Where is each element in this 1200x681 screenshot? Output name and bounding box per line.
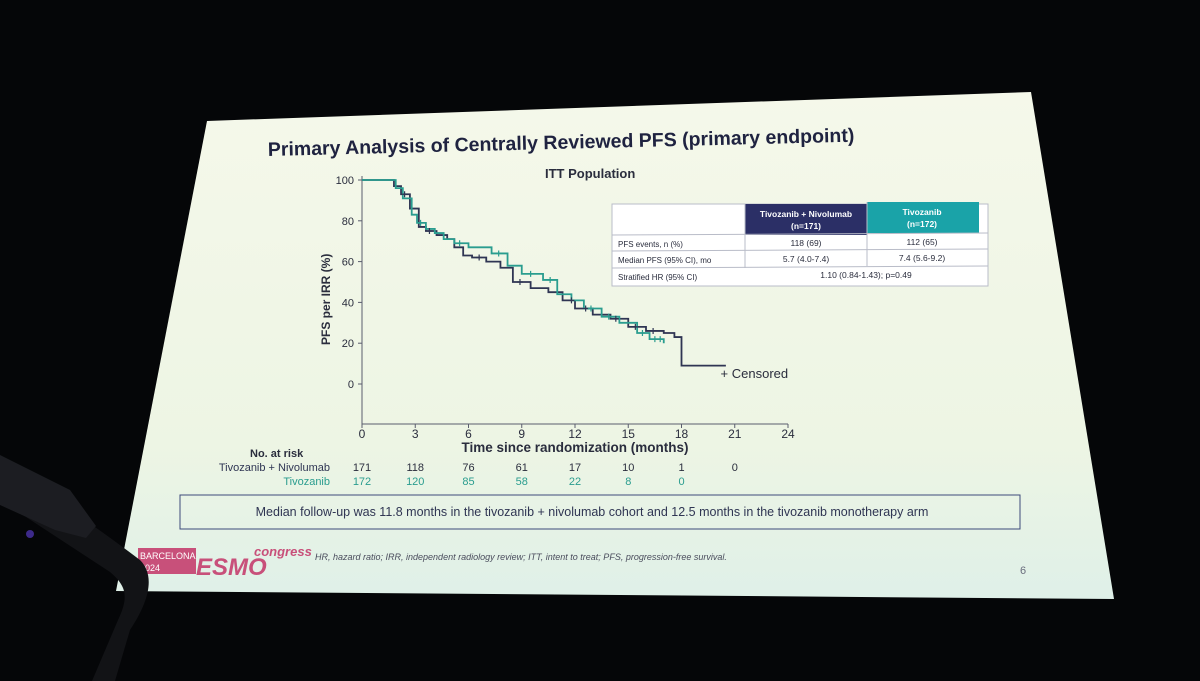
- censor-mark: [426, 228, 433, 234]
- logo-year: 2024: [140, 563, 160, 573]
- footnote: HR, hazard ratio; IRR, independent radio…: [315, 552, 727, 562]
- y-tick-label: 100: [336, 175, 354, 187]
- x-tick-label: 3: [412, 427, 419, 441]
- risk-table: No. at risk Tivozanib + Nivolumab Tivoza…: [219, 448, 738, 488]
- censor-mark: [417, 219, 424, 226]
- censored-legend: + Censored: [721, 366, 789, 381]
- risk-value: 61: [516, 462, 528, 474]
- summary-table: Tivozanib + Nivolumab (n=171) Tivozanib …: [611, 202, 989, 287]
- y-tick-label: 40: [342, 297, 354, 309]
- risk-value: 10: [622, 462, 634, 474]
- censor-mark: [657, 336, 664, 343]
- mic-stand: [0, 470, 149, 681]
- risk-row-label-mono: Tivozanib: [283, 476, 330, 488]
- summary-row-label: Stratified HR (95% CI): [618, 273, 697, 282]
- censor-mark: [632, 323, 639, 330]
- logo-city-block: [138, 548, 196, 574]
- risk-value: 17: [569, 462, 581, 474]
- summary-col2-n: (n=172): [907, 219, 937, 229]
- summary-row-value: 5.7 (4.0-7.4): [783, 254, 829, 264]
- microphone: [0, 455, 149, 681]
- y-tick-label: 60: [342, 257, 354, 269]
- censor-mark: [456, 240, 463, 247]
- x-tick-label: 24: [781, 427, 795, 441]
- risk-value: 172: [353, 476, 371, 488]
- risk-value: 58: [516, 476, 528, 488]
- censor-mark: [651, 336, 658, 343]
- x-tick-label: 9: [518, 427, 525, 441]
- esmo-logo: BARCELONA 2024 ESMO congress: [138, 544, 312, 581]
- x-axis-label: Time since randomization (months): [461, 440, 688, 455]
- summary-col2-name: Tivozanib: [902, 207, 941, 217]
- risk-value: 76: [462, 462, 474, 474]
- logo-city: BARCELONA: [140, 551, 196, 561]
- summary-col1-n: (n=171): [791, 221, 821, 231]
- censor-mark: [476, 254, 483, 261]
- y-axis-label: PFS per IRR (%): [319, 254, 333, 345]
- censor-mark: [547, 276, 554, 283]
- risk-value: 8: [625, 476, 631, 488]
- censor-mark: [495, 250, 502, 257]
- risk-table-header: No. at risk: [250, 448, 304, 460]
- summary-row-value: 118 (69): [790, 238, 821, 248]
- summary-header-combo: [745, 204, 867, 235]
- summary-row-value: 112 (65): [906, 237, 937, 247]
- summary-row-label: Median PFS (95% CI), mo: [618, 256, 712, 265]
- summary-divider: [611, 248, 989, 252]
- censor-mark: [587, 305, 594, 312]
- follow-up-text: Median follow-up was 11.8 months in the …: [256, 505, 929, 519]
- x-tick-label: 12: [568, 427, 582, 441]
- mic-light: [26, 530, 34, 538]
- logo-suffix: congress: [254, 544, 312, 559]
- risk-value: 0: [678, 476, 684, 488]
- y-tick-label: 0: [348, 379, 354, 391]
- mic-head: [0, 455, 96, 538]
- risk-value: 120: [406, 476, 424, 488]
- summary-divider: [611, 265, 989, 269]
- censor-mark: [527, 270, 534, 277]
- summary-col1-name: Tivozanib + Nivolumab: [760, 209, 852, 219]
- x-tick-label: 21: [728, 427, 742, 441]
- y-tick-label: 20: [342, 338, 354, 350]
- chart-subtitle: ITT Population: [545, 166, 635, 181]
- censor-mark: [582, 305, 589, 312]
- x-tick-label: 0: [359, 427, 366, 441]
- page-number: 6: [1020, 565, 1026, 577]
- censor-mark: [605, 313, 612, 320]
- risk-value: 85: [462, 476, 474, 488]
- follow-up-banner: [179, 494, 1021, 530]
- censor-mark: [650, 327, 657, 334]
- km-plot: 0 20 40 60 80 100 0 3 6 9 12 15 18 21 24 Time since ran…: [336, 175, 795, 455]
- censor-mark: [568, 297, 575, 304]
- censor-mark: [612, 315, 619, 322]
- censor-mark: [639, 330, 646, 336]
- summary-row-value: 1.10 (0.84-1.43); p=0.49: [820, 270, 912, 280]
- censor-mark: [401, 191, 408, 198]
- y-tick-label: 80: [342, 216, 354, 228]
- summary-header-mono: [867, 202, 979, 233]
- risk-value: 1: [678, 462, 684, 474]
- summary-row-value: 7.4 (5.6-9.2): [899, 253, 945, 263]
- risk-row-label-combo: Tivozanib + Nivolumab: [219, 462, 330, 474]
- risk-value: 0: [732, 462, 738, 474]
- x-tick-label: 18: [675, 427, 689, 441]
- risk-value: 22: [569, 476, 581, 488]
- risk-value: 171: [353, 462, 371, 474]
- summary-row-label: PFS events, n (%): [618, 240, 683, 249]
- risk-value: 118: [406, 462, 424, 474]
- logo-brand: ESMO: [196, 554, 267, 581]
- summary-divider: [611, 232, 989, 236]
- x-tick-label: 15: [622, 427, 636, 441]
- censor-mark: [516, 279, 523, 285]
- x-tick-label: 6: [465, 427, 472, 441]
- km-curve-combo: [362, 179, 726, 367]
